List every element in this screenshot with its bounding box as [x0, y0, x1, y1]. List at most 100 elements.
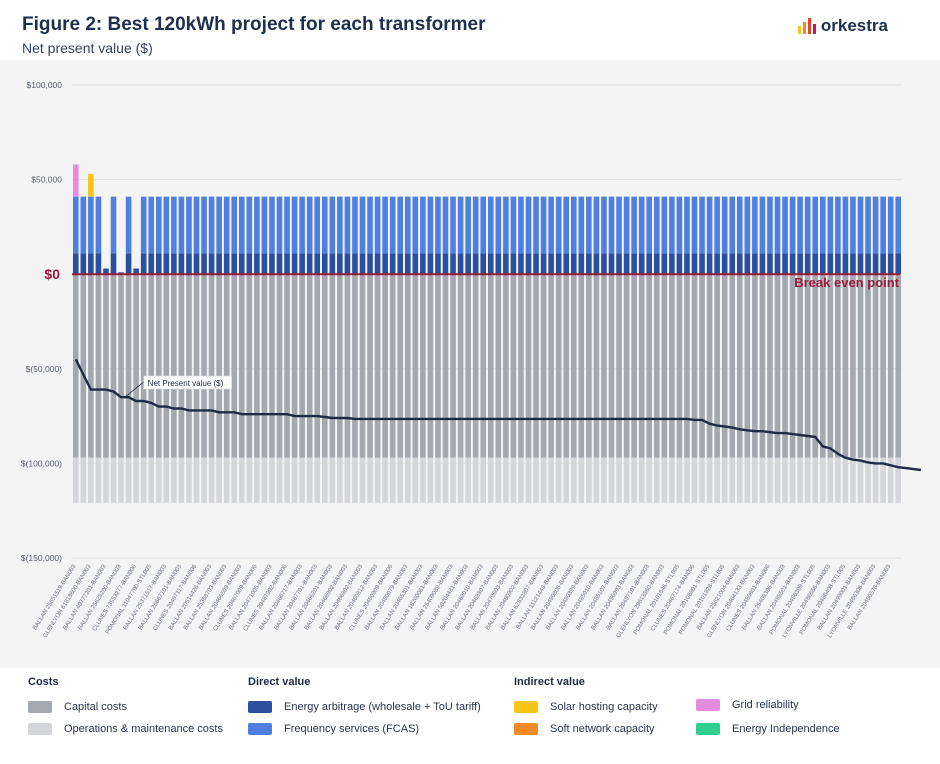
bar-grid — [72, 164, 79, 197]
capital-cost-bar — [895, 274, 902, 458]
capital-cost-bar — [631, 274, 637, 458]
om-cost-bar — [525, 457, 532, 504]
bar-ea — [125, 253, 132, 275]
bar-ea — [646, 253, 653, 275]
capital-cost-bar — [389, 274, 396, 458]
om-cost-bar — [133, 457, 139, 504]
bar-fcas — [789, 196, 796, 254]
capital-cost-bar — [367, 274, 373, 458]
legend-swatch — [248, 723, 272, 735]
om-cost-bar — [254, 457, 260, 504]
legend-label: Soft network capacity — [550, 723, 655, 735]
bar-fcas — [608, 196, 615, 254]
legend-item-capital-costs: Capital costs — [28, 696, 223, 718]
npv-callout-label: Net Present value ($) — [148, 379, 224, 388]
om-cost-bar — [382, 457, 388, 504]
bar-solar — [88, 173, 94, 197]
bar-fcas — [389, 196, 396, 254]
capital-cost-bar — [767, 274, 773, 458]
bar-fcas — [148, 196, 155, 254]
bar-ea — [880, 253, 886, 275]
bar-fcas — [457, 196, 464, 254]
capital-cost-bar — [329, 274, 336, 458]
bar-ea — [782, 253, 788, 275]
om-cost-bar — [819, 457, 826, 504]
bar-ea — [774, 253, 781, 275]
capital-cost-bar — [819, 274, 826, 458]
bar-fcas — [374, 196, 381, 254]
bar-ea — [133, 268, 139, 275]
bar-ea — [548, 253, 554, 275]
bar-ea — [412, 253, 419, 275]
om-cost-bar — [578, 457, 585, 504]
om-cost-bar — [812, 457, 819, 504]
om-cost-bar — [412, 457, 419, 504]
om-cost-bar — [608, 457, 615, 504]
legend-item-solar-hosting: Solar hosting capacity — [514, 696, 658, 718]
om-cost-bar — [314, 457, 321, 504]
capital-cost-bar — [193, 274, 200, 458]
capital-cost-bar — [699, 274, 705, 458]
legend-group-other: Grid reliability Energy Independence — [696, 694, 840, 740]
capital-cost-bar — [450, 274, 456, 458]
bar-fcas — [306, 196, 313, 254]
bar-ea — [352, 253, 358, 275]
bar-fcas — [291, 196, 298, 254]
om-cost-bar — [804, 457, 811, 504]
om-cost-bar — [427, 457, 434, 504]
om-cost-bar — [744, 457, 751, 504]
bar-ea — [261, 253, 268, 275]
capital-cost-bar — [216, 274, 222, 458]
capital-cost-bar — [744, 274, 751, 458]
om-cost-bar — [729, 457, 736, 504]
om-cost-bar — [480, 457, 487, 504]
bar-fcas — [533, 196, 539, 254]
bar-fcas — [895, 196, 902, 254]
bar-fcas — [759, 196, 766, 254]
bar-ea — [284, 253, 290, 275]
om-cost-bar — [178, 457, 185, 504]
bar-fcas — [563, 196, 570, 254]
capital-cost-bar — [857, 274, 864, 458]
capital-cost-bar — [178, 274, 185, 458]
y-tick-label: $(50,000) — [26, 364, 63, 374]
om-cost-bar — [389, 457, 396, 504]
bar-ea — [171, 253, 177, 275]
om-cost-bar — [465, 457, 471, 504]
capital-cost-bar — [510, 274, 517, 458]
legend-item-fcas: Frequency services (FCAS) — [248, 718, 481, 740]
capital-cost-bar — [616, 274, 622, 458]
bar-ea — [691, 253, 698, 275]
bar-ea — [95, 253, 102, 275]
capital-cost-bar — [578, 274, 585, 458]
legend-swatch — [696, 699, 720, 711]
bar-ea — [487, 253, 494, 275]
bar-fcas — [638, 196, 645, 254]
bar-ea — [865, 253, 871, 275]
bar-ea — [367, 253, 373, 275]
bar-fcas — [653, 196, 660, 254]
bar-fcas — [804, 196, 811, 254]
zero-axis-label: $0 — [44, 266, 60, 282]
om-cost-bar — [88, 457, 94, 504]
capital-cost-bar — [246, 274, 253, 458]
bar-fcas — [337, 196, 343, 254]
om-cost-bar — [842, 457, 849, 504]
legend-label: Capital costs — [64, 701, 127, 713]
bar-ea — [397, 253, 404, 275]
bar-fcas — [246, 196, 253, 254]
bar-fcas — [872, 196, 879, 254]
capital-cost-bar — [653, 274, 660, 458]
bar-fcas — [216, 196, 222, 254]
om-cost-bar — [344, 457, 351, 504]
bar-fcas — [208, 196, 215, 254]
capital-cost-bar — [661, 274, 668, 458]
bar-ea — [872, 253, 879, 275]
bar-ea — [163, 253, 170, 275]
om-cost-bar — [284, 457, 290, 504]
bar-ea — [404, 253, 411, 275]
bar-fcas — [676, 196, 683, 254]
bar-fcas — [420, 196, 426, 254]
y-tick-label: $(100,000) — [21, 458, 62, 468]
chart-title: Figure 2: Best 120kWh project for each t… — [22, 14, 486, 35]
